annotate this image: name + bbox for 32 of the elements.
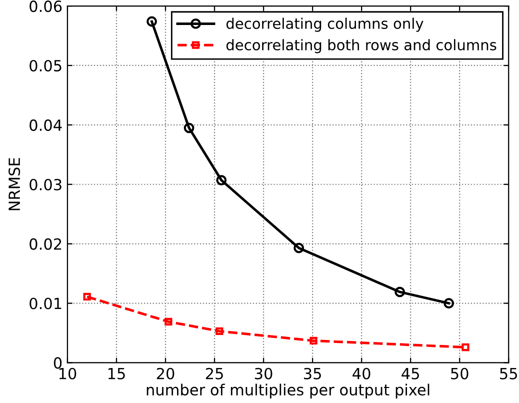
y-tick-label: 0.05 [30,60,62,72]
x-tick-label: 15 [108,368,125,380]
y-tick-label: 0.06 [30,0,62,12]
x-tick-label: 20 [156,368,174,380]
point [146,16,157,27]
point [216,327,224,336]
x-tick-label: 25 [206,368,223,380]
y-tick-label: 0.02 [30,238,62,250]
y-tick-label: 0 [54,357,62,369]
x-tick-label: 45 [402,368,419,380]
y-tick-label: 0.01 [30,298,62,310]
x-tick-label: 30 [254,368,272,380]
legend-label: decorrelating both rows and columns [226,39,496,54]
x-tick-label: 10 [59,368,76,380]
point [83,292,91,301]
point [164,318,172,326]
x-tick-label: 50 [451,368,468,380]
x-tick-label: 55 [500,368,518,380]
point [462,343,470,352]
x-tick-label: 35 [304,368,321,380]
point [444,298,454,308]
point [310,336,318,345]
point [294,242,304,254]
y-axis-title: NRMSE [8,158,20,210]
legend-label: decorrelating columns only [226,18,424,32]
point [184,122,194,134]
point [394,286,406,298]
x-tick-label: 40 [352,368,370,380]
y-tick-label: 0.04 [30,119,62,131]
x-axis-title: number of multiplies per output pixel [146,384,430,399]
point [216,175,227,186]
y-tick-label: 0.03 [30,178,62,190]
